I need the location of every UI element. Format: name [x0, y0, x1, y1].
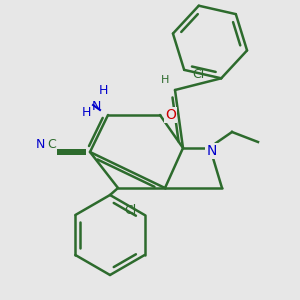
Text: O: O — [165, 108, 176, 122]
Text: Cl: Cl — [124, 203, 136, 217]
Text: N: N — [35, 137, 45, 151]
Text: H: H — [161, 75, 169, 85]
Text: H: H — [81, 106, 91, 119]
Text: N: N — [91, 100, 101, 113]
Text: Cl: Cl — [192, 68, 204, 81]
Text: C: C — [48, 137, 56, 151]
Text: H: H — [98, 84, 108, 97]
Text: N: N — [207, 144, 217, 158]
